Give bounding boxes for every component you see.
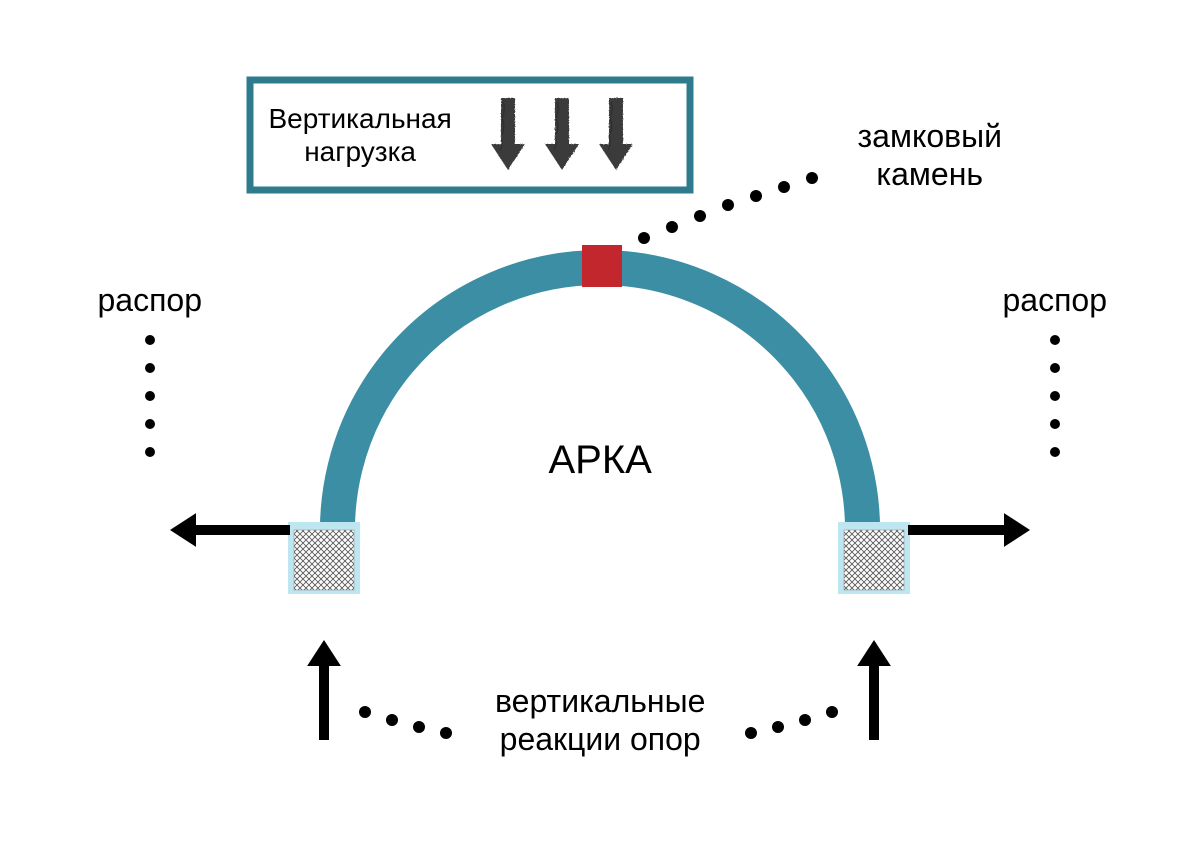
load-label: Вертикальная нагрузка — [269, 102, 452, 169]
thrust-label-right: распор — [1003, 281, 1108, 319]
dots-reaction-left — [359, 706, 452, 739]
diagram-stage: АРКА Вертикальная нагрузка замковый каме… — [0, 0, 1200, 845]
keystone-label: замковый камень — [858, 117, 1003, 194]
support-left — [288, 522, 360, 594]
arch-title: АРКА — [549, 436, 652, 484]
dots-thrust-right — [1050, 335, 1060, 457]
support-right — [838, 522, 910, 594]
reactions-label: вертикальные реакции опор — [495, 682, 705, 759]
dots-reaction-right — [745, 706, 838, 739]
thrust-arrow-left — [170, 513, 290, 547]
thrust-label-left: распор — [98, 281, 203, 319]
arch — [337, 267, 862, 575]
keystone — [582, 245, 622, 287]
reaction-arrow-right — [857, 640, 891, 740]
reaction-arrow-left — [307, 640, 341, 740]
dots-thrust-left — [145, 335, 155, 457]
thrust-arrow-right — [908, 513, 1030, 547]
